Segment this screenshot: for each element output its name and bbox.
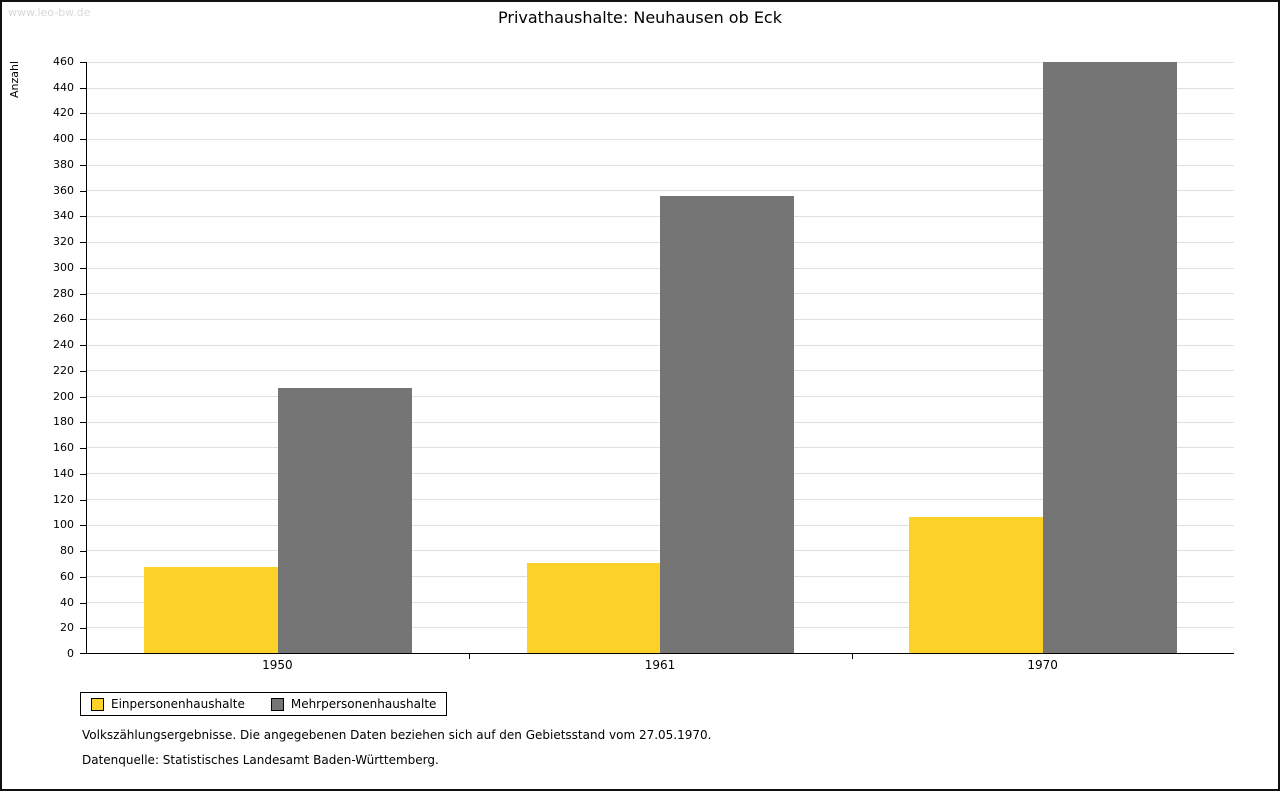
plot-area — [86, 62, 1234, 659]
y-tick — [80, 87, 86, 89]
y-tick — [80, 473, 86, 475]
y-axis-ticks — [80, 62, 86, 654]
bar-mehrpersonenhaushalte-1950 — [278, 388, 412, 653]
y-tick-label: 80 — [60, 544, 74, 558]
y-tick — [80, 113, 86, 115]
bar-einpersonenhaushalte-1961 — [526, 563, 661, 653]
y-tick — [80, 62, 86, 63]
bar-group-1950 — [87, 62, 469, 653]
y-tick-label: 140 — [53, 466, 74, 480]
y-tick-label: 120 — [53, 492, 74, 506]
y-tick — [80, 448, 86, 450]
bar-mehrpersonenhaushalte-1970 — [1042, 62, 1177, 653]
y-tick-label: 360 — [53, 183, 74, 197]
bar-mehrpersonenhaushalte-1961 — [660, 195, 795, 653]
y-tick-label: 40 — [60, 595, 74, 609]
y-tick — [80, 422, 86, 424]
y-tick — [80, 139, 86, 141]
gridline — [87, 164, 1234, 166]
bar-group-1961 — [469, 62, 851, 653]
y-tick-label: 300 — [53, 260, 74, 274]
y-tick-label: 320 — [53, 235, 74, 249]
y-tick — [80, 319, 86, 321]
y-tick — [80, 628, 86, 630]
y-tick-label: 180 — [53, 415, 74, 429]
y-tick — [80, 602, 86, 604]
x-tick-label: 1950 — [262, 658, 293, 672]
y-tick-label: 240 — [53, 338, 74, 352]
y-tick-label: 160 — [53, 441, 74, 455]
bar-groups — [87, 62, 1234, 653]
y-tick-label: 60 — [60, 569, 74, 583]
x-tick-label: 1970 — [1027, 658, 1058, 672]
y-tick — [80, 576, 86, 578]
y-tick-label: 200 — [53, 389, 74, 403]
bar-einpersonenhaushalte-1970 — [909, 516, 1043, 653]
y-tick-label: 440 — [53, 80, 74, 94]
x-axis-tick — [469, 654, 471, 659]
y-tick — [80, 345, 86, 347]
y-tick-label: 0 — [67, 647, 74, 660]
legend-swatch — [91, 697, 104, 711]
bar-einpersonenhaushalte-1950 — [144, 566, 279, 653]
y-tick — [80, 293, 86, 295]
y-tick — [80, 216, 86, 218]
y-tick — [80, 653, 86, 654]
legend-item: Mehrpersonenhaushalte — [270, 697, 437, 711]
chart-title: Privathaushalte: Neuhausen ob Eck — [498, 8, 782, 27]
y-tick — [80, 267, 86, 269]
gridline — [87, 113, 1234, 115]
y-axis-labels: 0 20 40 60 80 100 120 140 160 180 200 220 240 260 280 3… — [2, 55, 74, 660]
y-tick — [80, 190, 86, 192]
y-tick-label: 220 — [53, 363, 74, 377]
legend: Einpersonenhaushalte Mehrpersonenhaushalt… — [80, 692, 448, 716]
y-tick-label: 380 — [53, 157, 74, 171]
x-tick-label: 1961 — [644, 658, 676, 672]
y-tick — [80, 242, 86, 244]
y-tick-label: 400 — [53, 132, 74, 146]
x-axis-labels: 1950 1961 1970 — [86, 658, 1234, 672]
bar-group-1970 — [852, 62, 1234, 653]
footnote-source-note: Volkszählungsergebnisse. Die angegebenen… — [82, 728, 712, 742]
x-axis-tick — [851, 654, 853, 659]
y-tick — [80, 551, 86, 553]
y-tick — [80, 164, 86, 166]
y-tick-label: 280 — [53, 286, 74, 300]
y-tick-label: 460 — [53, 55, 74, 68]
gridline — [87, 87, 1234, 89]
legend-swatch — [270, 697, 284, 711]
y-tick-label: 20 — [60, 621, 74, 635]
y-tick — [80, 525, 86, 527]
gridline — [87, 62, 1234, 63]
y-tick — [80, 499, 86, 501]
legend-label: Einpersonenhaushalte — [111, 697, 245, 711]
y-tick-label: 260 — [53, 312, 74, 326]
legend-item: Einpersonenhaushalte — [91, 697, 245, 711]
y-tick — [80, 370, 86, 372]
y-tick — [80, 396, 86, 398]
gridline — [87, 190, 1234, 192]
watermark: www.leo-bw.de — [8, 6, 91, 19]
legend-label: Mehrpersonenhaushalte — [290, 697, 437, 711]
gridline — [87, 139, 1234, 141]
y-tick-label: 340 — [53, 209, 74, 223]
y-tick-label: 100 — [53, 518, 74, 532]
footnote-data-source: Datenquelle: Statistisches Landesamt Bad… — [82, 753, 439, 767]
y-tick-label: 420 — [53, 106, 74, 120]
